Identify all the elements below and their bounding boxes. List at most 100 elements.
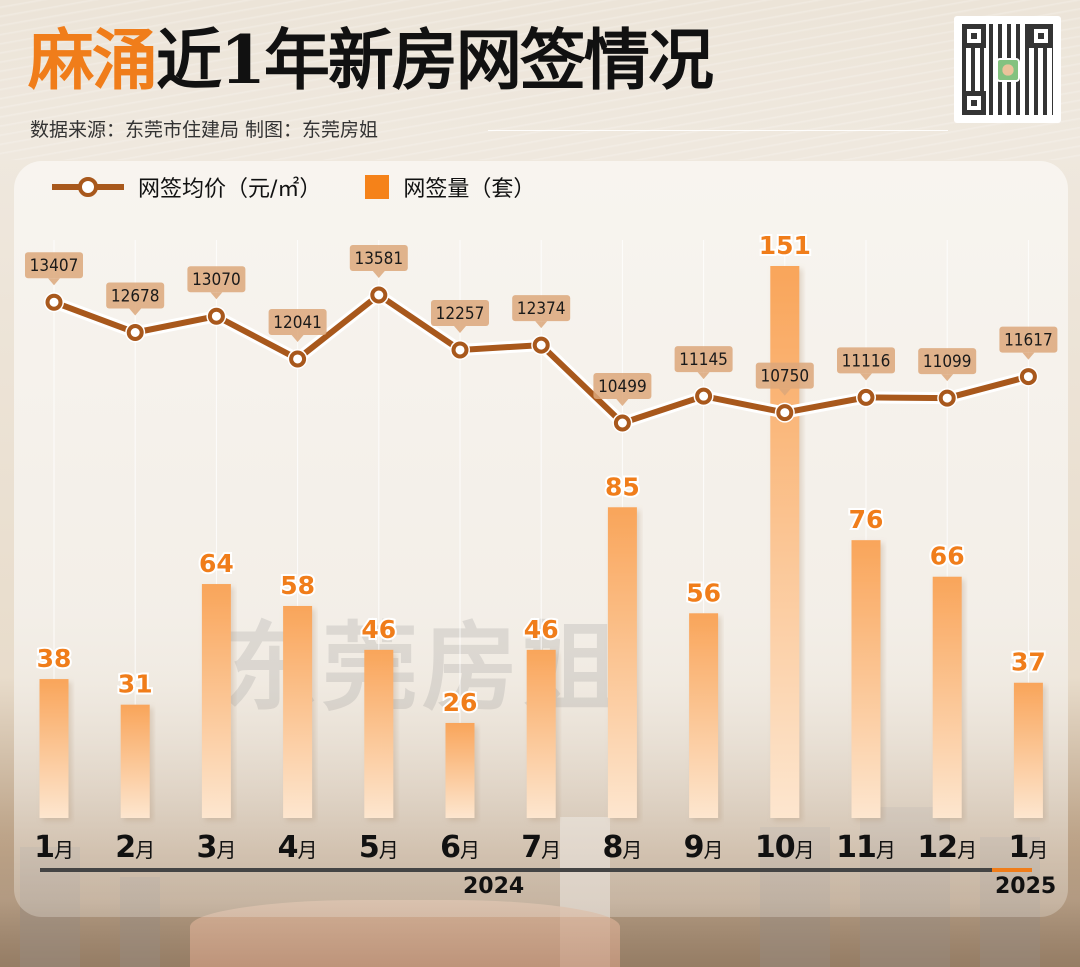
month-unit: 月 [1028,838,1049,862]
bar-value-label: 58 [280,571,315,600]
bar [770,266,800,818]
divider [488,130,948,131]
x-tick-label: 10月 [745,830,825,865]
svg-text:12374: 12374 [517,299,566,319]
price-label: 13407 [25,252,83,286]
month-number: 4 [277,830,299,865]
bar-swatch-icon [365,175,390,199]
line-point [613,414,631,432]
svg-text:12257: 12257 [436,304,485,324]
x-tick-label: 5月 [339,830,419,865]
month-unit: 月 [459,838,480,862]
bar-value-label: 151 [759,231,811,260]
month-unit: 月 [378,838,399,862]
x-tick-label: 1月 [988,830,1068,865]
page-title: 麻涌近1年新房网签情况 [28,20,714,100]
price-label: 11099 [918,348,977,382]
x-tick-label: 9月 [664,830,744,865]
svg-text:12041: 12041 [273,313,322,333]
month-number: 2 [115,830,136,865]
price-label: 11145 [674,346,733,380]
x-tick-label: 2月 [95,830,175,865]
svg-text:11116: 11116 [842,351,891,371]
month-unit: 月 [53,838,74,862]
month-number: 8 [602,830,623,865]
legend-bar-label: 网签量（套） [403,177,536,202]
line-point [370,286,388,304]
month-number: 9 [683,830,705,865]
bar-value-label: 31 [118,670,153,699]
title-text: 近1年新房网签情况 [156,21,714,99]
month-number: 7 [521,830,542,865]
qr-code-icon [954,16,1061,123]
bar-value-label: 56 [686,578,721,607]
svg-text:13581: 13581 [354,249,403,269]
bar-value-label: 66 [930,542,965,571]
month-unit: 月 [297,838,318,862]
bar-value-label: 46 [361,615,396,644]
bar-value-label: 38 [37,644,72,673]
line-point [776,404,794,422]
x-tick-label: 12月 [907,830,987,865]
bar-value-label: 85 [605,472,640,501]
month-unit: 月 [135,838,156,862]
bar [364,649,394,818]
line-series: 13407 12678 13070 12041 13581 12257 12374 10499… [25,245,1058,433]
x-tick-label: 6月 [420,830,500,865]
month-number: 3 [196,830,217,865]
line-marker-icon [52,177,124,197]
svg-text:10499: 10499 [598,377,647,397]
axis-line-2025 [992,868,1032,872]
svg-text:13070: 13070 [192,270,241,290]
month-unit: 月 [541,838,562,862]
price-label: 10499 [593,373,652,406]
bar [689,613,719,818]
month-number: 1 [1008,830,1029,865]
bar [283,605,313,818]
x-tick-label: 3月 [176,830,256,865]
line-point [857,388,875,406]
chart-legend: 网签均价（元/㎡） 网签量（套） [52,170,535,204]
line-point [1019,368,1037,386]
line-point [695,387,713,405]
bar-value-label: 76 [849,505,884,534]
year-label-2025: 2025 [995,874,1057,899]
line-point [207,307,225,325]
x-tick-label: 4月 [258,830,338,865]
month-number: 6 [440,830,461,865]
price-label: 11617 [999,326,1058,360]
month-number: 11 [836,830,877,865]
bar [445,722,475,818]
bar [120,704,150,818]
line-point [289,350,307,368]
svg-text:12678: 12678 [111,287,160,307]
bar [201,584,231,818]
bar-value-label: 37 [1011,648,1046,677]
price-label: 13070 [187,266,246,300]
line-point [532,336,550,354]
bar [932,576,962,818]
line-point [45,293,63,311]
month-number: 1 [34,830,55,865]
x-tick-label: 11月 [826,830,906,865]
avatar-icon [996,58,1020,82]
bar [39,679,69,818]
bar [1013,682,1043,818]
month-unit: 月 [875,838,896,862]
svg-text:11099: 11099 [923,352,972,372]
month-unit: 月 [957,838,978,862]
price-label: 12257 [431,299,489,333]
month-unit: 月 [216,838,237,862]
bar [851,540,881,818]
legend-line-label: 网签均价（元/㎡） [138,177,322,202]
title-accent: 麻涌 [28,21,158,99]
price-label: 11116 [837,347,895,381]
month-number: 10 [754,830,796,865]
month-number: 12 [917,830,958,865]
bar [526,649,556,818]
x-tick-label: 1月 [14,830,94,865]
month-unit: 月 [622,838,643,862]
bar-value-label: 46 [524,615,559,644]
svg-text:10750: 10750 [760,367,809,387]
